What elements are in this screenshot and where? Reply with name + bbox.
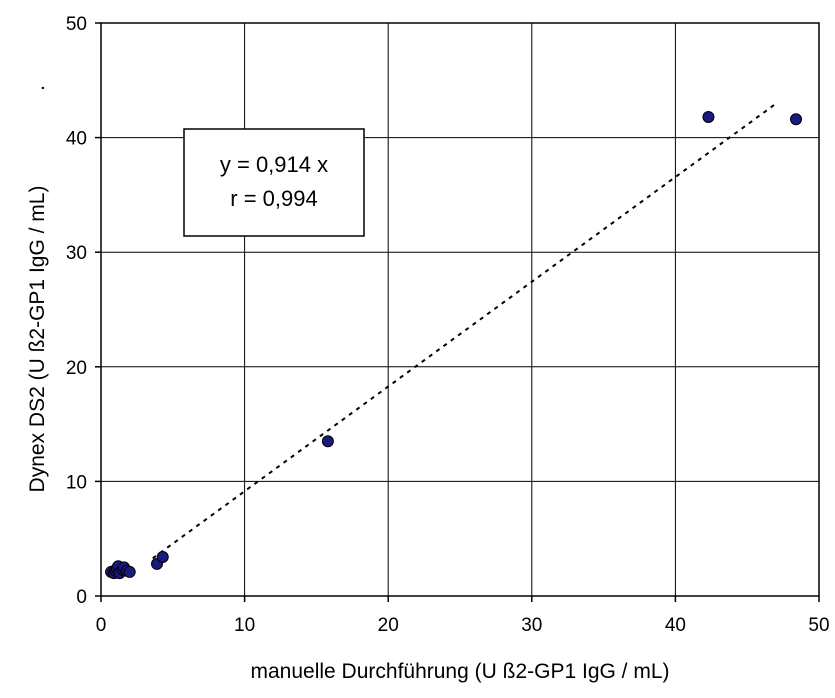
- correlation-line: r = 0,994: [230, 186, 317, 211]
- x-tick-label: 30: [521, 615, 542, 636]
- y-axis-label: Dynex DS2 (U ß2-GP1 IgG / mL): [26, 186, 49, 493]
- y-axis-label-dot: .: [26, 85, 49, 91]
- data-point-13: [702, 110, 715, 123]
- x-axis-label: manuelle Durchführung (U ß2-GP1 IgG / mL…: [251, 660, 670, 683]
- data-point-12: [321, 435, 334, 448]
- y-tick-labels: 0 10 20 30 40 50: [66, 14, 101, 608]
- x-tick-label: 20: [378, 615, 399, 636]
- y-tick-label: 40: [66, 129, 87, 150]
- x-tick-label: 0: [96, 615, 107, 636]
- x-tick-labels: 0 10 20 30 40 50: [96, 596, 830, 636]
- grid-lines: [101, 23, 819, 596]
- equation-line: y = 0,914 x: [220, 152, 328, 177]
- y-tick-label: 20: [66, 358, 87, 379]
- data-point-11: [156, 551, 169, 564]
- data-point-14: [790, 113, 803, 126]
- data-point-9: [123, 565, 136, 578]
- y-tick-label: 10: [66, 472, 87, 493]
- y-tick-label: 50: [66, 14, 87, 35]
- x-tick-label: 50: [808, 615, 829, 636]
- x-tick-label: 40: [665, 615, 686, 636]
- trendline: [152, 102, 777, 560]
- y-tick-label: 0: [76, 587, 87, 608]
- y-tick-label: 30: [66, 243, 87, 264]
- data-points: [105, 110, 803, 580]
- equation-box: y = 0,914 x r = 0,994: [183, 128, 365, 237]
- equation-box-frame: [183, 128, 365, 237]
- x-tick-label: 10: [234, 615, 255, 636]
- plot-area-border: [100, 22, 820, 597]
